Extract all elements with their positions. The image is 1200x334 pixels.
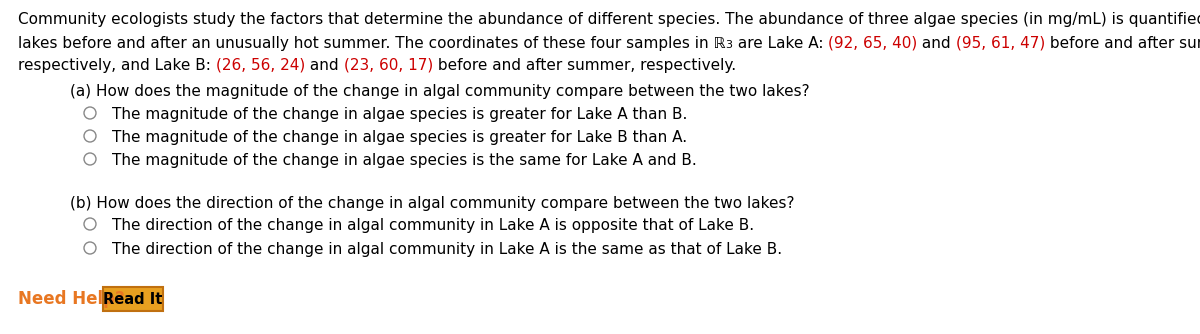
Text: Read It: Read It (103, 292, 163, 307)
Text: and: and (917, 36, 955, 51)
Text: (b) How does the direction of the change in algal community compare between the : (b) How does the direction of the change… (70, 196, 794, 211)
Text: (a) How does the magnitude of the change in algal community compare between the : (a) How does the magnitude of the change… (70, 84, 810, 99)
Text: before and after summer,: before and after summer, (1045, 36, 1200, 51)
Text: The magnitude of the change in algae species is greater for Lake A than B.: The magnitude of the change in algae spe… (112, 107, 688, 122)
Text: before and after summer, respectively.: before and after summer, respectively. (433, 58, 736, 73)
Text: The magnitude of the change in algae species is the same for Lake A and B.: The magnitude of the change in algae spe… (112, 153, 697, 168)
Text: lakes before and after an unusually hot summer. The coordinates of these four sa: lakes before and after an unusually hot … (18, 36, 726, 51)
Text: The direction of the change in algal community in Lake A is the same as that of : The direction of the change in algal com… (112, 242, 782, 257)
Text: are Lake A:: are Lake A: (733, 36, 828, 51)
Text: and: and (305, 58, 343, 73)
Text: 3: 3 (726, 40, 733, 50)
Text: (23, 60, 17): (23, 60, 17) (343, 58, 433, 73)
FancyBboxPatch shape (103, 287, 163, 311)
Text: (92, 65, 40): (92, 65, 40) (828, 36, 917, 51)
Text: respectively, and Lake B:: respectively, and Lake B: (18, 58, 216, 73)
Text: (26, 56, 24): (26, 56, 24) (216, 58, 305, 73)
Text: (95, 61, 47): (95, 61, 47) (955, 36, 1045, 51)
Text: Community ecologists study the factors that determine the abundance of different: Community ecologists study the factors t… (18, 12, 1200, 27)
Text: The direction of the change in algal community in Lake A is opposite that of Lak: The direction of the change in algal com… (112, 218, 754, 233)
Text: The magnitude of the change in algae species is greater for Lake B than A.: The magnitude of the change in algae spe… (112, 130, 688, 145)
Text: Need Help?: Need Help? (18, 290, 125, 308)
